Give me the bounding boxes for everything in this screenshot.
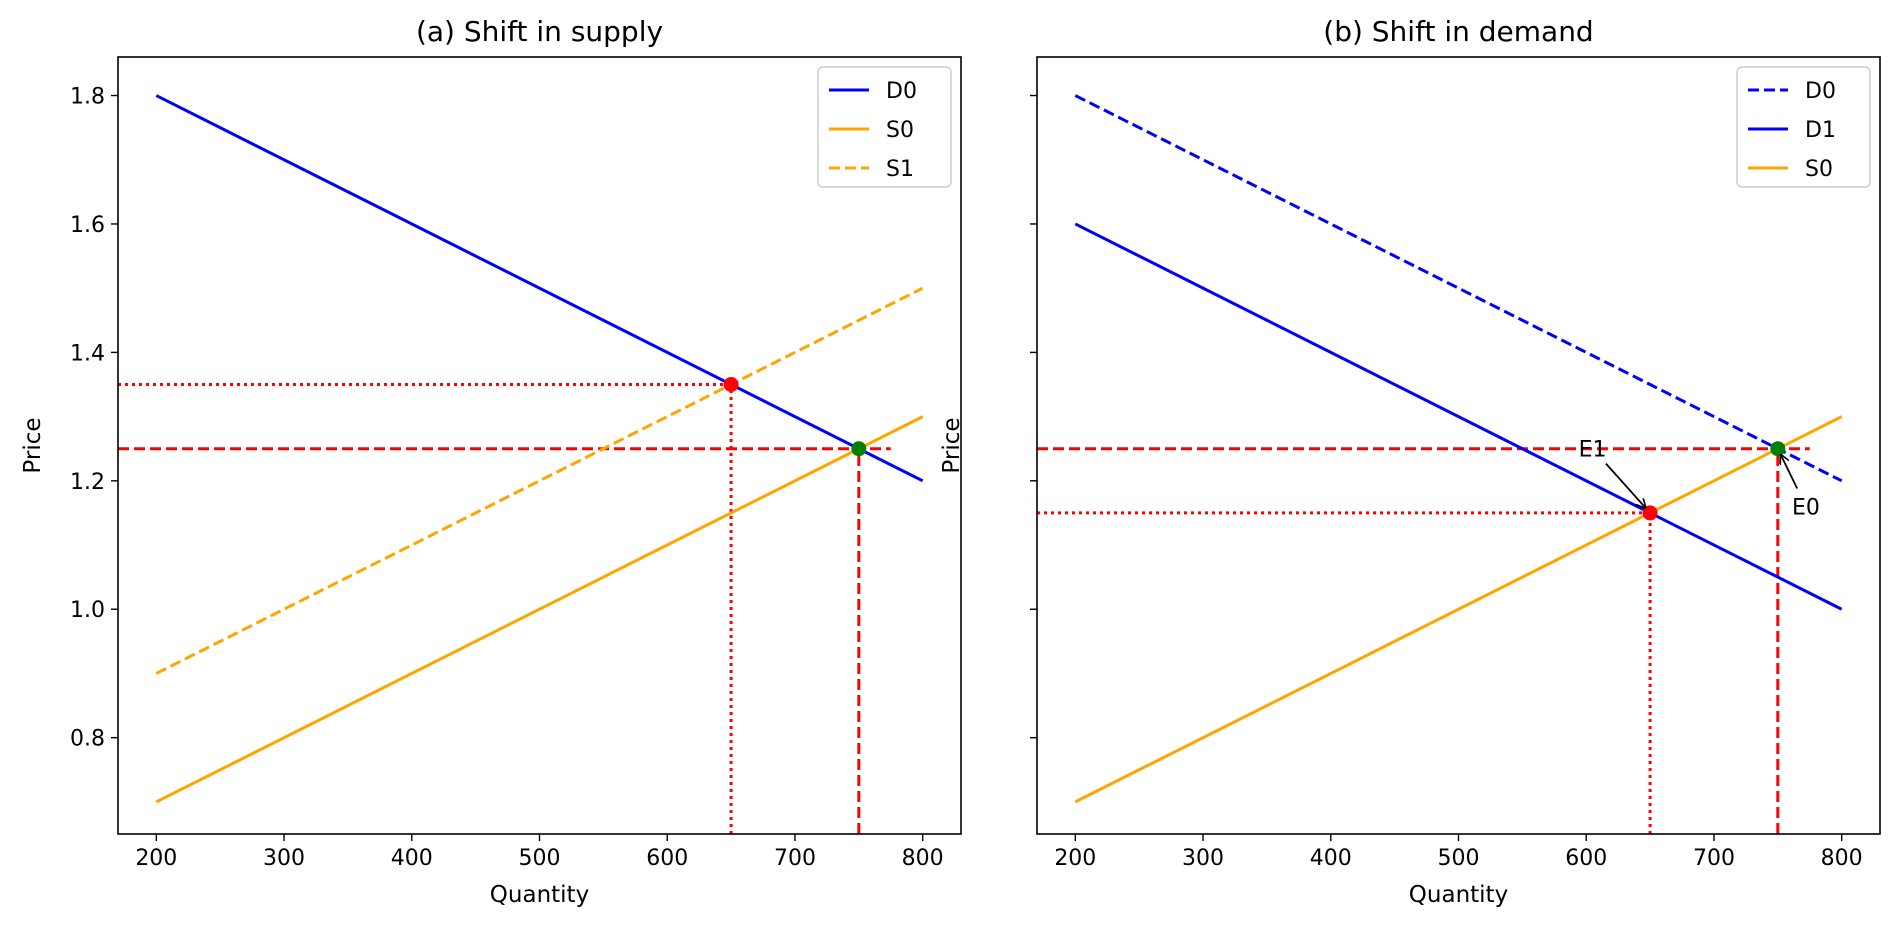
series-line-d1 [1074,222,1843,611]
annotation-label-e1: E1 [1579,438,1607,463]
x-axis-label: Quantity [490,882,589,908]
plot-area [1037,94,1843,834]
legend-label-d0: D0 [1805,79,1836,104]
legend: D0 S0 S1 [817,66,952,188]
y-tick-label: 1.8 [70,85,105,110]
legend-box [817,66,952,188]
panel-b-demand-shift: E1 E0 200 300 400 500 600 700 800 (b) Shift in de… [939,15,1881,908]
x-tick-label: 600 [1565,846,1607,871]
series-line-s0 [155,415,924,804]
series-line-d0 [155,94,924,483]
legend-label-d0: D0 [886,79,917,104]
y-tick-label: 1.6 [70,213,105,238]
x-tick-label: 800 [1821,846,1863,871]
x-tick-label: 300 [1182,846,1224,871]
x-tick-label: 700 [774,846,816,871]
x-tick-label: 400 [1310,846,1352,871]
series-line-s0 [1074,415,1843,804]
x-tick-label: 700 [1693,846,1735,871]
legend: D0 D1 S0 [1736,66,1871,188]
x-tick-label: 800 [902,846,944,871]
panel-a-supply-shift: 200 300 400 500 600 700 800 0.8 1.0 1.2 1.4 1.6 1.8 (… [20,15,962,908]
y-tick-label: 1.0 [70,598,105,623]
x-tick-label: 200 [1054,846,1096,871]
annotation-arrow-2 [1781,455,1798,489]
chart-title: (a) Shift in supply [416,15,663,48]
plot-area [118,94,924,834]
y-axis-label: Price [939,417,965,473]
equilibrium-point-1 [723,376,739,392]
annotation-arrow-1 [1605,463,1645,508]
y-axis-label: Price [20,417,46,473]
x-tick-label: 600 [646,846,688,871]
y-tick-label: 0.8 [70,727,105,752]
legend-label-s1: S1 [886,157,914,182]
legend-label-d1: D1 [1805,118,1836,143]
x-tick-label: 500 [519,846,561,871]
legend-label-s0: S0 [1805,157,1833,182]
x-axis-label: Quantity [1409,882,1508,908]
y-tick-label: 1.2 [70,470,105,495]
x-tick-label: 500 [1438,846,1480,871]
equilibrium-point-2 [851,441,867,457]
annotation-label-e0: E0 [1792,496,1820,521]
legend-label-s0: S0 [886,118,914,143]
x-tick-label: 400 [391,846,433,871]
equilibrium-point-2 [1770,441,1786,457]
series-line-d0 [1074,94,1843,483]
x-tick-label: 300 [263,846,305,871]
x-tick-label: 200 [135,846,177,871]
legend-box [1736,66,1871,188]
series-line-s1 [155,286,924,675]
y-tick-label: 1.4 [70,341,105,366]
chart-title: (b) Shift in demand [1323,15,1593,48]
